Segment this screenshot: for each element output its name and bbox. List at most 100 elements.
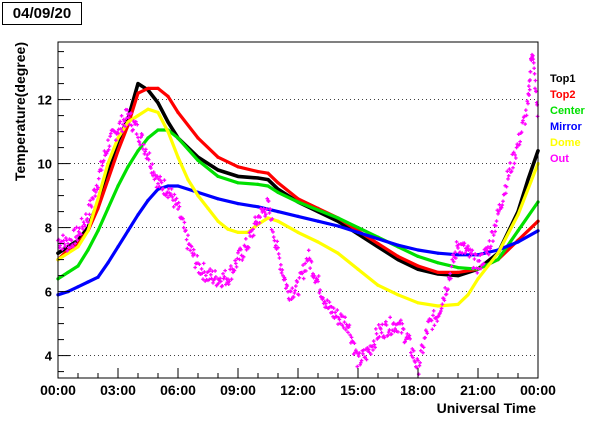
data-point-out — [182, 220, 187, 225]
data-point-out — [289, 289, 293, 294]
data-point-out — [267, 211, 272, 215]
data-point-dome — [436, 304, 440, 308]
data-point-out — [236, 248, 241, 253]
data-point-out — [337, 317, 342, 322]
y-tick-label: 8 — [45, 221, 52, 236]
data-point-out — [301, 276, 306, 281]
data-point-out — [531, 57, 536, 61]
data-point-dome — [76, 245, 80, 249]
data-point-out — [153, 173, 157, 177]
data-point-mirror — [236, 202, 240, 206]
data-point-dome — [476, 277, 480, 281]
data-point-out — [96, 176, 101, 181]
legend-item-dome: Dome — [550, 137, 581, 149]
data-point-dome — [316, 240, 320, 244]
data-point-mirror — [436, 251, 440, 255]
data-point-out — [377, 335, 382, 339]
data-point-out — [454, 256, 458, 260]
data-point-out — [118, 119, 122, 124]
data-point-dome — [196, 194, 200, 198]
data-point-mirror — [146, 198, 150, 202]
data-point-dome — [376, 283, 380, 287]
data-point-out — [293, 288, 297, 293]
data-point-out — [165, 190, 170, 194]
data-point-mirror — [106, 261, 110, 265]
data-point-center — [276, 190, 280, 194]
data-point-out — [342, 320, 347, 324]
data-point-out — [254, 222, 259, 227]
y-axis-label: Temperature(degree) — [12, 42, 28, 181]
data-point-out — [199, 267, 204, 271]
data-point-out — [114, 138, 118, 143]
data-point-out — [184, 237, 189, 242]
data-point-top2 — [166, 94, 170, 98]
data-point-out — [154, 185, 159, 190]
data-point-out — [505, 169, 510, 174]
data-point-out — [234, 261, 238, 266]
data-point-out — [410, 347, 415, 351]
data-point-out — [154, 176, 158, 180]
data-point-center — [86, 248, 90, 252]
data-point-center — [316, 208, 320, 212]
data-point-out — [465, 246, 470, 250]
data-point-out — [446, 287, 450, 291]
data-point-out — [531, 53, 535, 58]
data-point-mirror — [256, 205, 260, 209]
data-point-center — [116, 184, 120, 188]
data-point-out — [263, 214, 267, 218]
data-point-out — [409, 350, 413, 355]
data-point-out — [373, 345, 377, 350]
data-point-out — [508, 161, 512, 165]
data-point-dome — [226, 227, 230, 231]
data-point-out — [89, 205, 94, 209]
data-point-out — [514, 145, 519, 150]
data-point-top2 — [146, 86, 150, 90]
data-point-out — [322, 299, 327, 304]
data-point-dome — [296, 230, 300, 234]
data-point-out — [122, 119, 127, 124]
data-point-out — [347, 323, 352, 327]
data-point-center — [296, 200, 300, 204]
data-point-out — [169, 192, 173, 196]
data-point-top1 — [216, 168, 220, 172]
data-point-out — [151, 173, 155, 178]
x-tick-label: 18:00 — [400, 382, 436, 398]
data-point-dome — [466, 293, 470, 297]
data-point-out — [449, 264, 454, 269]
data-point-out — [159, 180, 164, 185]
data-point-out — [94, 190, 98, 194]
data-point-out — [75, 238, 80, 242]
data-point-out — [264, 212, 268, 217]
data-point-out — [309, 260, 314, 264]
data-point-out — [418, 360, 422, 365]
series-line-top2 — [56, 86, 540, 274]
data-point-out — [86, 220, 90, 224]
data-point-out — [469, 252, 474, 256]
data-point-out — [520, 120, 525, 125]
data-point-out — [527, 93, 531, 97]
x-tick-label: 09:00 — [220, 382, 256, 398]
data-point-out — [227, 279, 232, 284]
data-point-out — [193, 265, 197, 270]
x-tick-label: 06:00 — [160, 382, 196, 398]
data-point-out — [399, 318, 403, 323]
data-point-out — [73, 241, 77, 246]
data-point-out — [509, 169, 514, 174]
data-point-out — [358, 362, 362, 367]
data-point-out — [129, 111, 133, 115]
legend-item-center: Center — [550, 105, 586, 117]
data-point-out — [121, 122, 125, 127]
data-point-top1 — [456, 274, 460, 278]
data-point-out — [430, 327, 435, 332]
data-point-top1 — [396, 258, 400, 262]
data-point-out — [207, 277, 212, 282]
data-point-out — [81, 220, 86, 224]
data-point-out — [303, 261, 307, 266]
data-point-out — [88, 198, 92, 203]
data-point-out — [359, 358, 364, 363]
data-point-center — [216, 174, 220, 178]
data-point-center — [256, 182, 260, 186]
data-point-out — [264, 207, 269, 211]
data-point-out — [524, 108, 528, 112]
data-point-out — [129, 123, 134, 128]
